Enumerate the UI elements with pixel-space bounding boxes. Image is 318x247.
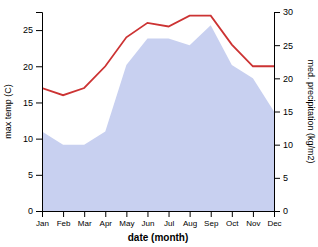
x-tick-label: Apr <box>100 219 113 228</box>
y2-tick: 20 <box>274 74 293 84</box>
x-tick-mark <box>211 211 212 217</box>
chart-svg: JanFebMarAprMayJunJulAugSepOctNovDec0510… <box>0 0 318 247</box>
y2-tick-label: 30 <box>283 7 293 17</box>
y2-axis-title: med. precipitation (kg/m2) <box>306 59 316 163</box>
marks <box>42 16 274 211</box>
x-tick: Feb <box>57 211 71 228</box>
y-axis-title: max temp (C) <box>3 84 13 139</box>
y2-tick-mark <box>274 211 280 212</box>
y-tick-mark <box>36 175 42 176</box>
y-tick-label: 15 <box>23 98 33 108</box>
x-tick: Apr <box>100 211 113 228</box>
y2-tick-label: 5 <box>283 173 288 183</box>
y-tick-label: 20 <box>23 62 33 72</box>
x-tick-mark <box>232 211 233 217</box>
x-tick-mark <box>169 211 170 217</box>
x-tick: Jan <box>36 211 49 228</box>
y2-tick: 25 <box>274 41 293 51</box>
x-tick: Mar <box>78 211 92 228</box>
x-tick-mark <box>147 211 148 217</box>
x-tick-label: Feb <box>57 219 71 228</box>
y2-tick-label: 20 <box>283 74 293 84</box>
x-tick-label: Jan <box>36 219 49 228</box>
y-tick-mark <box>36 139 42 140</box>
x-tick-label: Mar <box>78 219 92 228</box>
x-tick-mark <box>190 211 191 217</box>
y2-tick-mark <box>274 145 280 146</box>
chart-container: JanFebMarAprMayJunJulAugSepOctNovDec0510… <box>0 0 318 247</box>
x-axis: Jan Feb Mar Apr May Jun Jul Aug Sep Oct Nov Dec <box>36 211 282 228</box>
y2-tick-label: 25 <box>283 41 293 51</box>
y-tick-mark <box>36 30 42 31</box>
x-tick: Nov <box>246 211 260 228</box>
plot-area: JanFebMarAprMayJunJulAugSepOctNovDec0510… <box>23 7 293 227</box>
x-tick-label: Jun <box>142 219 155 228</box>
x-tick-label: Oct <box>226 219 239 228</box>
x-tick: Oct <box>226 211 239 228</box>
x-axis-line <box>43 212 275 218</box>
x-tick: May <box>119 211 134 228</box>
y-axis-line <box>36 13 43 212</box>
y2-tick-mark <box>274 112 280 113</box>
y-tick: 20 <box>23 62 42 72</box>
y2-tick-label: 15 <box>283 107 293 117</box>
y-tick-label: 0 <box>28 206 33 216</box>
x-tick-label: Sep <box>204 219 219 228</box>
y2-tick-mark <box>274 12 280 13</box>
x-tick: Jul <box>164 211 174 228</box>
y-tick-mark <box>36 211 42 212</box>
x-tick-mark <box>105 211 106 217</box>
y2-tick: 10 <box>274 140 293 150</box>
y-tick-mark <box>36 66 42 67</box>
y-tick: 25 <box>23 25 42 35</box>
x-tick-mark <box>126 211 127 217</box>
y2-tick-label: 10 <box>283 140 293 150</box>
x-tick-label: Dec <box>267 219 281 228</box>
y2-tick-mark <box>274 78 280 79</box>
y2-tick-mark <box>274 178 280 179</box>
x-tick-mark <box>253 211 254 217</box>
y-tick-label: 5 <box>28 170 33 180</box>
y2-tick: 5 <box>274 173 288 183</box>
y-tick-mark <box>36 102 42 103</box>
y-tick: 5 <box>28 170 42 180</box>
x-tick: Sep <box>204 211 219 228</box>
x-tick-label: Nov <box>246 219 260 228</box>
y-axis: 0 5 10 15 20 25 <box>23 13 43 217</box>
x-tick: Aug <box>183 211 197 228</box>
x-tick-label: Jul <box>164 219 174 228</box>
y-tick-label: 10 <box>23 134 33 144</box>
x-tick-mark <box>84 211 85 217</box>
y2-tick-mark <box>274 45 280 46</box>
y-tick: 15 <box>23 98 42 108</box>
y2-tick: 0 <box>274 206 288 216</box>
x-tick: Dec <box>267 211 281 228</box>
x-tick-label: Aug <box>183 219 197 228</box>
y2-tick: 15 <box>274 107 293 117</box>
y2-tick: 30 <box>274 7 293 17</box>
line <box>42 16 274 96</box>
x-tick-label: May <box>119 219 134 228</box>
x-tick: Jun <box>142 211 155 228</box>
y2-tick-label: 0 <box>283 206 288 216</box>
y2-axis: 0 5 10 15 20 25 30 <box>274 7 293 216</box>
y-tick-label: 25 <box>23 25 33 35</box>
x-axis-title: date (month) <box>128 232 189 243</box>
y2-axis-line <box>275 13 281 212</box>
x-tick-mark <box>63 211 64 217</box>
y-tick: 10 <box>23 134 42 144</box>
y-tick: 0 <box>28 206 42 216</box>
